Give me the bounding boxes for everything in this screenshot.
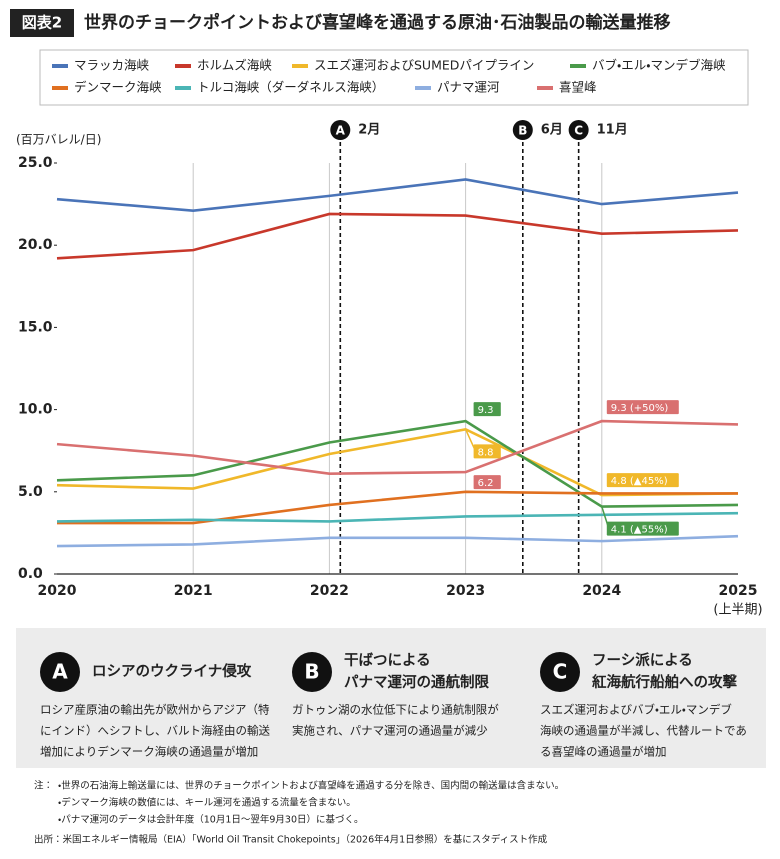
legend-label: デンマーク海峡 <box>74 80 162 95</box>
series-line <box>56 178 739 212</box>
value-label: 6.2 <box>478 478 494 489</box>
panel-marker <box>40 652 80 692</box>
panel-body: にインド）へシフトし、バルト海経由の輸送 <box>40 724 270 738</box>
x-tick-label: 2021 <box>174 583 213 599</box>
series-line <box>56 212 739 260</box>
panel-body: 実施され、パナマ運河の通過量が減少 <box>292 724 488 738</box>
y-tick-label: 0.0 <box>18 566 43 582</box>
event-letter: A <box>336 124 346 138</box>
event-label: 6月 <box>541 123 563 138</box>
header-badge <box>10 9 74 37</box>
legend-label: ホルムズ海峡 <box>197 58 272 73</box>
panel-body: 海峡の通過量が半減し、代替ルートであ <box>540 724 747 738</box>
value-label-box <box>606 521 679 536</box>
series-line <box>56 534 739 548</box>
event-letter: C <box>574 124 583 138</box>
y-tick-label: 15.0 <box>18 319 53 335</box>
y-tick-label: 20.0 <box>18 237 53 253</box>
legend-label: スエズ運河およびSUMEDパイプライン <box>314 58 534 73</box>
event-marker <box>512 120 533 140</box>
panel-letter: C <box>553 660 568 684</box>
header-label: 図表2 <box>22 14 62 32</box>
series-line <box>56 419 739 508</box>
series-line <box>56 427 739 497</box>
panel-title: ロシアのウクライナ侵攻 <box>92 662 252 680</box>
x-tick-label: 2020 <box>38 583 77 599</box>
source: 出所：米国エネルギー情報局（EIA）「World Oil Transit Cho… <box>34 834 548 846</box>
panel-letter: B <box>304 660 319 684</box>
series-line <box>56 511 739 523</box>
panel-letter: A <box>52 660 68 684</box>
panel-title: 干ばつによる <box>344 652 431 669</box>
panel-marker <box>540 652 580 692</box>
legend-label: パナマ運河 <box>437 80 500 95</box>
value-label-box <box>473 444 501 459</box>
value-label-box <box>473 475 501 490</box>
note: ・パナマ運河のデータは会計年度（10月1日～翌年9月30日）に基づく。 <box>58 814 364 826</box>
panel-body: スエズ運河およびバブ・エル・マンデブ <box>540 703 732 717</box>
y-axis-label: (百万バレル/日) <box>16 133 101 147</box>
notes-label: 注： <box>34 780 53 792</box>
event-label: 2月 <box>358 123 380 138</box>
value-label-box <box>473 402 501 417</box>
x-tick-label: 2024 <box>582 583 621 599</box>
x-tick-label: 2023 <box>446 583 485 599</box>
y-tick-label: 10.0 <box>18 402 53 418</box>
x-tick-label: 2025 <box>719 583 758 599</box>
series-line <box>57 490 738 525</box>
series-line <box>56 419 739 476</box>
value-label: 4.8 (▲45%) <box>611 476 668 487</box>
panel-body: 増加によりデンマーク海峡の通過量が増加 <box>40 745 258 759</box>
event-marker <box>568 120 589 140</box>
panel-title: パナマ運河の通航制限 <box>344 673 489 691</box>
note: ・世界の石油海上輸送量には、世界のチョークポイントおよび喜望峰を通過する分を除き… <box>58 780 564 792</box>
y-tick-label: 25.0 <box>18 155 53 171</box>
x-note: (上半期) <box>713 603 762 618</box>
legend-label: トルコ海峡（ダーダネルス海峡） <box>197 80 384 95</box>
legend-label: 喜望峰 <box>559 80 597 95</box>
panel-body: ロシア産原油の輸出先が欧州からアジア（特 <box>40 703 270 717</box>
panel-box <box>16 628 766 768</box>
event-label: 11月 <box>597 123 628 138</box>
header-title: 世界のチョークポイントおよび喜望峰を通過する原油･石油製品の輸送量推移 <box>84 12 671 33</box>
panel-title: 紅海航行船舶への攻撃 <box>592 673 737 691</box>
panel-body: ガトゥン湖の水位低下により通航制限が <box>292 703 499 717</box>
legend-label: マラッカ海峡 <box>74 58 150 73</box>
note: ・デンマーク海峡の数値には、キール運河を通過する流量を含まない。 <box>58 797 356 809</box>
y-tick-label: 5.0 <box>18 484 43 500</box>
event-marker <box>330 120 351 140</box>
value-label: 4.1 (▲55%) <box>611 525 668 536</box>
legend-box <box>39 49 749 106</box>
value-label: 9.3 <box>478 405 494 416</box>
value-label: 9.3 (+50%) <box>611 403 669 414</box>
panel-title: フーシ派による <box>592 652 693 669</box>
value-label-box <box>606 400 679 415</box>
legend-label: バブ・エル・マンデブ海峡 <box>592 58 726 73</box>
value-label: 8.8 <box>478 447 494 458</box>
event-letter: B <box>518 124 527 138</box>
value-label-box <box>606 473 679 488</box>
x-tick-label: 2022 <box>310 583 349 599</box>
panel-marker <box>292 652 332 692</box>
panel-body: る喜望峰の通過量が増加 <box>540 745 667 759</box>
